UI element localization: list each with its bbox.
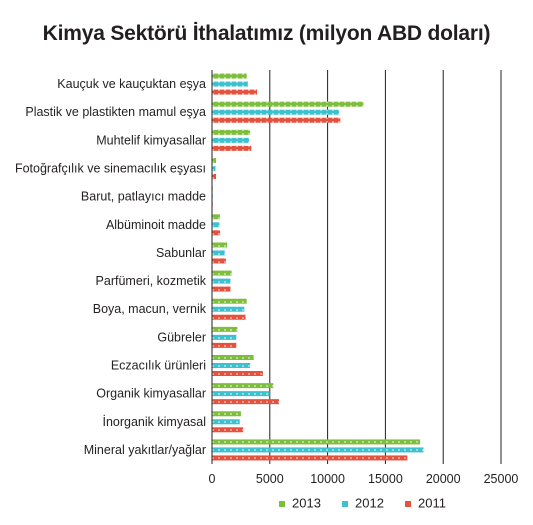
grid-layer [269, 70, 502, 464]
x-tick-label: 20000 [426, 472, 461, 486]
legend-swatch [405, 501, 411, 507]
bar-texture [212, 447, 424, 453]
bar-texture [212, 411, 241, 417]
bar-texture [212, 286, 231, 292]
category-label: Parfümeri, kozmetik [96, 274, 207, 288]
bar-texture [212, 314, 246, 320]
bar-texture [212, 455, 408, 461]
bar-texture [212, 242, 228, 248]
bar-texture [212, 129, 251, 135]
bar-texture [212, 101, 364, 107]
bar-layer [212, 73, 424, 461]
bar-texture [212, 278, 231, 284]
bar-texture [212, 342, 237, 348]
bar-texture [212, 270, 232, 276]
chart-title: Kimya Sektörü İthalatımız (milyon ABD do… [42, 22, 491, 45]
x-tick-label: 15000 [368, 472, 403, 486]
bar-texture [212, 174, 217, 179]
category-label: Muhtelif kimyasallar [96, 133, 206, 147]
category-label: İnorganik kimyasal [102, 415, 206, 429]
legend-label: 2013 [292, 496, 321, 511]
category-label: Mineral yakıtlar/yağlar [84, 443, 206, 457]
category-label: Fotoğrafçılık ve sinemacılık eşyası [15, 162, 206, 176]
legend-swatch [279, 501, 285, 507]
bar-texture [212, 137, 249, 143]
bar-texture [212, 89, 258, 95]
bar-texture [212, 230, 221, 236]
category-label: Eczacılık ürünleri [111, 359, 206, 373]
bar-texture [212, 306, 245, 312]
x-tick-label: 10000 [310, 472, 345, 486]
category-label: Boya, macun, vernik [93, 302, 207, 316]
bar-texture [212, 363, 251, 368]
category-label: Gübreler [157, 330, 206, 344]
category-label: Kauçuk ve kauçuktan eşya [57, 77, 206, 91]
bar-texture [212, 81, 248, 87]
bar-texture [212, 334, 237, 340]
category-label: Sabunlar [156, 246, 206, 260]
bar-texture [212, 383, 274, 389]
x-tick-label: 5000 [256, 472, 284, 486]
bar-texture [212, 250, 225, 256]
label-layer: 0 5000 10000 15000 20000 25000 Kauçuk ve kauçu… [15, 77, 518, 486]
bar-texture [212, 158, 217, 163]
bar-texture [212, 73, 247, 79]
legend-label: 2012 [355, 496, 384, 511]
category-label: Organik kimyasallar [96, 387, 206, 401]
legend-label: 2011 [418, 496, 446, 511]
bar-texture [212, 399, 280, 405]
x-tick-label: 25000 [484, 472, 519, 486]
category-label: Albüminoit madde [106, 218, 206, 232]
bar-texture [212, 371, 263, 376]
bar-texture [212, 145, 252, 151]
bar-texture [212, 117, 341, 123]
bar-texture [212, 258, 226, 264]
bar-texture [212, 391, 270, 397]
legend-layer: 2013 2012 2011 [279, 496, 446, 511]
bar-texture [212, 427, 244, 433]
legend-swatch [342, 501, 348, 507]
bar-texture [212, 109, 340, 115]
category-label: Plastik ve plastikten mamul eşya [25, 105, 206, 119]
bar-texture [212, 222, 220, 228]
bar-texture [212, 166, 216, 171]
category-label: Barut, patlayıcı madde [81, 190, 206, 204]
bar-texture [212, 298, 247, 304]
bar-texture [212, 214, 221, 220]
bar-texture [212, 419, 240, 425]
bar-texture [212, 439, 421, 445]
bar-texture [212, 326, 238, 332]
bar-texture [212, 355, 254, 360]
x-tick-label: 0 [209, 472, 216, 486]
